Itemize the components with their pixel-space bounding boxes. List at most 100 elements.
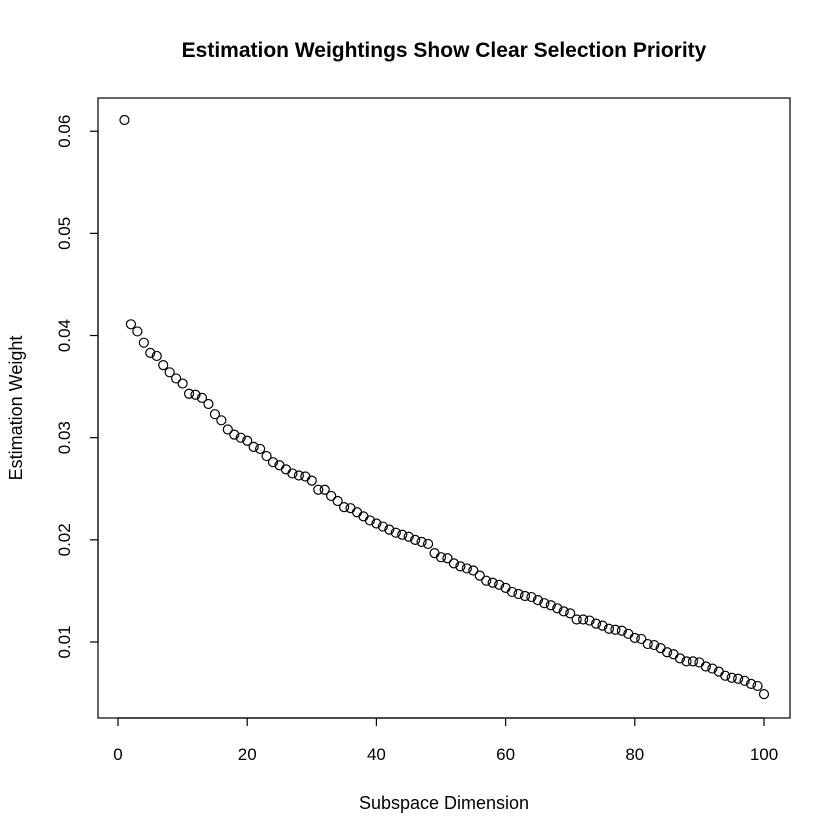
x-tick-label: 100 bbox=[750, 745, 778, 764]
data-point bbox=[119, 114, 130, 126]
data-point bbox=[242, 435, 253, 446]
x-axis: 0 20 40 60 80 100 bbox=[113, 717, 778, 764]
y-tick-label: 0.03 bbox=[55, 421, 74, 454]
data-point bbox=[300, 471, 311, 482]
data-point bbox=[158, 360, 169, 371]
data-point bbox=[519, 590, 531, 602]
data-point bbox=[739, 675, 750, 686]
plot-frame bbox=[97, 97, 791, 719]
data-point bbox=[461, 563, 472, 574]
data-point bbox=[403, 531, 414, 542]
data-point bbox=[571, 614, 582, 625]
data-point bbox=[474, 570, 485, 581]
data-point bbox=[384, 524, 395, 535]
data-point bbox=[668, 649, 679, 660]
data-point bbox=[345, 503, 356, 514]
data-point bbox=[138, 337, 149, 348]
data-point bbox=[681, 656, 692, 667]
data-point bbox=[306, 475, 317, 486]
data-point bbox=[642, 638, 653, 650]
data-point bbox=[545, 600, 556, 611]
data-point bbox=[203, 398, 214, 410]
x-tick-label: 0 bbox=[113, 745, 122, 764]
data-point bbox=[132, 326, 143, 337]
data-point bbox=[616, 625, 627, 636]
data-point bbox=[422, 538, 434, 550]
data-point bbox=[745, 678, 757, 689]
data-point bbox=[636, 633, 647, 645]
data-point bbox=[726, 672, 737, 683]
data-point bbox=[364, 515, 376, 526]
data-point bbox=[229, 429, 240, 440]
data-point bbox=[584, 615, 595, 626]
data-point bbox=[442, 553, 453, 564]
data-point bbox=[435, 552, 447, 563]
data-point bbox=[351, 507, 363, 518]
data-point bbox=[674, 653, 686, 664]
data-point bbox=[371, 518, 382, 529]
data-point bbox=[209, 409, 220, 420]
data-point bbox=[752, 680, 763, 692]
x-tick-label: 20 bbox=[238, 745, 257, 764]
data-point bbox=[125, 319, 137, 330]
data-point bbox=[578, 614, 589, 625]
x-tick-label: 40 bbox=[367, 745, 386, 764]
data-point bbox=[506, 586, 518, 598]
y-tick-label: 0.05 bbox=[55, 217, 74, 250]
data-point bbox=[694, 657, 705, 668]
data-point bbox=[235, 432, 246, 443]
data-point bbox=[532, 595, 544, 606]
data-point bbox=[377, 521, 388, 532]
y-tick-label: 0.04 bbox=[55, 319, 74, 352]
data-point bbox=[280, 464, 292, 475]
data-point bbox=[468, 565, 479, 576]
data-point bbox=[429, 548, 440, 559]
data-point bbox=[649, 639, 660, 651]
y-tick-label: 0.06 bbox=[55, 115, 74, 148]
data-point bbox=[145, 347, 156, 358]
data-point bbox=[397, 529, 408, 540]
data-point bbox=[590, 618, 602, 629]
data-point bbox=[687, 656, 699, 667]
data-point bbox=[416, 536, 427, 547]
y-tick-label: 0.01 bbox=[55, 625, 74, 658]
data-point bbox=[448, 558, 460, 569]
data-point bbox=[293, 470, 304, 481]
data-point bbox=[332, 495, 343, 507]
data-point bbox=[216, 415, 227, 426]
data-point bbox=[661, 647, 673, 658]
data-point bbox=[222, 424, 233, 435]
data-point bbox=[151, 350, 162, 362]
data-point bbox=[177, 378, 188, 389]
data-point bbox=[248, 441, 259, 452]
data-point bbox=[733, 673, 744, 684]
data-point bbox=[552, 603, 563, 614]
data-point bbox=[190, 389, 201, 400]
data-point bbox=[700, 661, 711, 672]
data-point bbox=[255, 443, 266, 455]
data-point bbox=[339, 502, 350, 513]
data-point bbox=[358, 511, 369, 522]
data-point bbox=[603, 623, 615, 634]
data-point bbox=[487, 577, 498, 588]
data-point bbox=[390, 527, 401, 538]
data-point bbox=[539, 598, 550, 609]
data-point bbox=[481, 575, 492, 586]
y-axis-label: Estimation Weight bbox=[6, 336, 26, 481]
data-point bbox=[164, 367, 175, 378]
data-point bbox=[629, 632, 640, 644]
data-point bbox=[455, 561, 466, 572]
data-point bbox=[326, 490, 337, 502]
data-point bbox=[319, 484, 330, 495]
data-point bbox=[267, 457, 279, 468]
data-point bbox=[565, 608, 576, 619]
data-point bbox=[513, 588, 524, 600]
x-tick-label: 80 bbox=[625, 745, 644, 764]
data-point bbox=[287, 468, 298, 479]
data-point bbox=[313, 484, 324, 495]
data-point bbox=[597, 620, 608, 631]
chart-title: Estimation Weightings Show Clear Selecti… bbox=[182, 39, 707, 62]
data-point bbox=[720, 670, 731, 681]
y-axis: 0.01 0.02 0.03 0.04 0.05 0.06 bbox=[55, 115, 99, 659]
